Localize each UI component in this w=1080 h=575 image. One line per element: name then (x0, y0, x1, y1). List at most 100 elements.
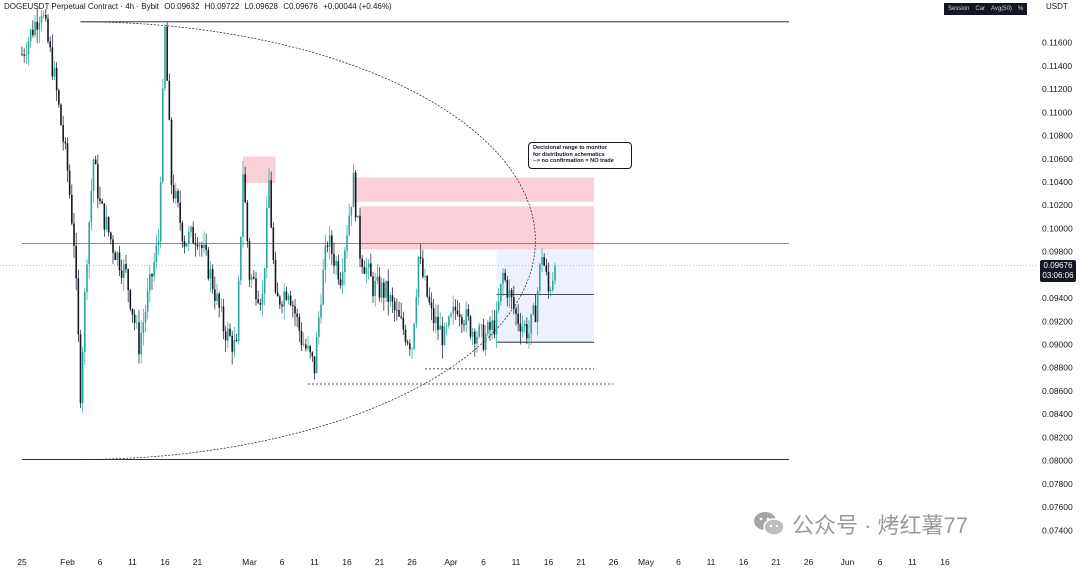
price-tick-label: 0.11000 (1042, 107, 1072, 117)
currency-unit[interactable]: USDT (1046, 2, 1068, 11)
candle-body (541, 257, 543, 265)
candle-body (432, 308, 435, 324)
candle-body (452, 306, 454, 314)
annotation-callout[interactable]: Decisional range to monitor for distribu… (528, 142, 632, 169)
time-tick-label: 16 (342, 557, 352, 567)
candle-body (179, 202, 181, 223)
range-box (496, 249, 594, 343)
candle-body (155, 245, 158, 262)
car-button[interactable]: Car (975, 6, 986, 12)
candle-body (151, 273, 153, 277)
session-button[interactable]: Session (948, 6, 970, 12)
candle-body (283, 291, 285, 307)
candle-body (131, 308, 134, 315)
candles (21, 8, 556, 413)
candle-body (385, 280, 387, 298)
candle-body (240, 236, 242, 281)
candle-body (94, 159, 97, 165)
watermark: 公众号 · 烤红薯77 (752, 508, 968, 540)
time-tick-label: 11 (707, 557, 716, 567)
candle-body (552, 280, 554, 291)
percent-button[interactable]: % (1017, 6, 1024, 12)
symbol-header: DOGEUSDT Perpetual Contract · 4h · Bybit… (4, 2, 395, 11)
candle-body (504, 272, 506, 280)
open-value: O0.09632 (164, 2, 200, 11)
candle-body (359, 215, 361, 259)
candle-body (45, 15, 47, 19)
candle-body (348, 215, 350, 236)
candle-body (103, 203, 106, 230)
candle-body (339, 279, 342, 286)
candle-body (300, 330, 303, 345)
candle-body (521, 326, 524, 332)
candle-body (413, 323, 415, 349)
candle-body (153, 261, 155, 277)
candle-body (357, 215, 359, 218)
time-axis: 25 Feb 6 11 16 21 Mar 6 11 16 21 26 Apr 6 11 16 21 26 May 6… (17, 557, 950, 567)
candle-body (289, 295, 292, 306)
last-price: 0.09676 (1043, 261, 1073, 270)
candle-body (110, 232, 112, 240)
candle-body (502, 272, 504, 284)
candle-body (266, 208, 268, 268)
candle-body (40, 15, 43, 23)
candle-body (125, 263, 127, 270)
candle-body (439, 325, 441, 330)
candle-body (227, 328, 229, 341)
candle-body (259, 303, 262, 305)
avg-button[interactable]: Avg(50) (991, 6, 1012, 12)
candle-body (508, 289, 511, 298)
candle-body (127, 269, 129, 291)
candle-body (441, 325, 444, 346)
candle-body (211, 269, 214, 290)
candle-body (313, 356, 316, 374)
candle-body (62, 125, 64, 142)
candle-body (170, 119, 173, 185)
symbol-title[interactable]: DOGEUSDT Perpetual Contract · 4h · Bybit (4, 2, 160, 11)
candle-body (536, 291, 539, 323)
candle-body (162, 88, 164, 182)
candle-body (231, 335, 233, 352)
candle-body (123, 263, 125, 278)
candle-body (112, 239, 114, 253)
candle-body (51, 47, 54, 77)
time-tick-label: 21 (375, 557, 385, 567)
candle-body (242, 174, 244, 237)
candle-body (192, 226, 194, 244)
candle-body (428, 296, 431, 303)
candle-body (365, 267, 368, 274)
candle-body (380, 282, 383, 298)
candle-body (120, 270, 123, 278)
candle-body (53, 67, 56, 77)
indicator-toolbar: Session Car Avg(50) % (944, 3, 1028, 15)
candle-body (430, 302, 433, 309)
candle-body (88, 222, 90, 265)
candle-body (49, 41, 51, 48)
time-tick-label: 16 (160, 557, 170, 567)
candle-body (116, 252, 119, 260)
wechat-icon (754, 512, 785, 536)
time-tick-label: Jun (841, 557, 855, 567)
time-tick-label: Mar (242, 557, 257, 567)
price-tick-label: 0.09000 (1042, 340, 1073, 350)
candle-body (164, 26, 166, 89)
candle-body (478, 325, 480, 337)
candle-body (526, 323, 528, 339)
candle-body (467, 309, 470, 317)
candle-body (322, 269, 324, 305)
candle-body (287, 295, 290, 300)
candle-body (315, 336, 318, 374)
candle-body (320, 304, 322, 318)
candle-body (84, 292, 86, 352)
candle-body (203, 244, 205, 248)
candle-body (424, 276, 426, 277)
candle-body (157, 241, 160, 246)
horizontal-levels (0, 21, 1036, 460)
candle-body (34, 21, 36, 36)
candle-body (454, 306, 457, 311)
price-tick-label: 0.09200 (1042, 316, 1073, 326)
candle-body (352, 172, 355, 207)
time-tick-label: Feb (60, 557, 75, 567)
